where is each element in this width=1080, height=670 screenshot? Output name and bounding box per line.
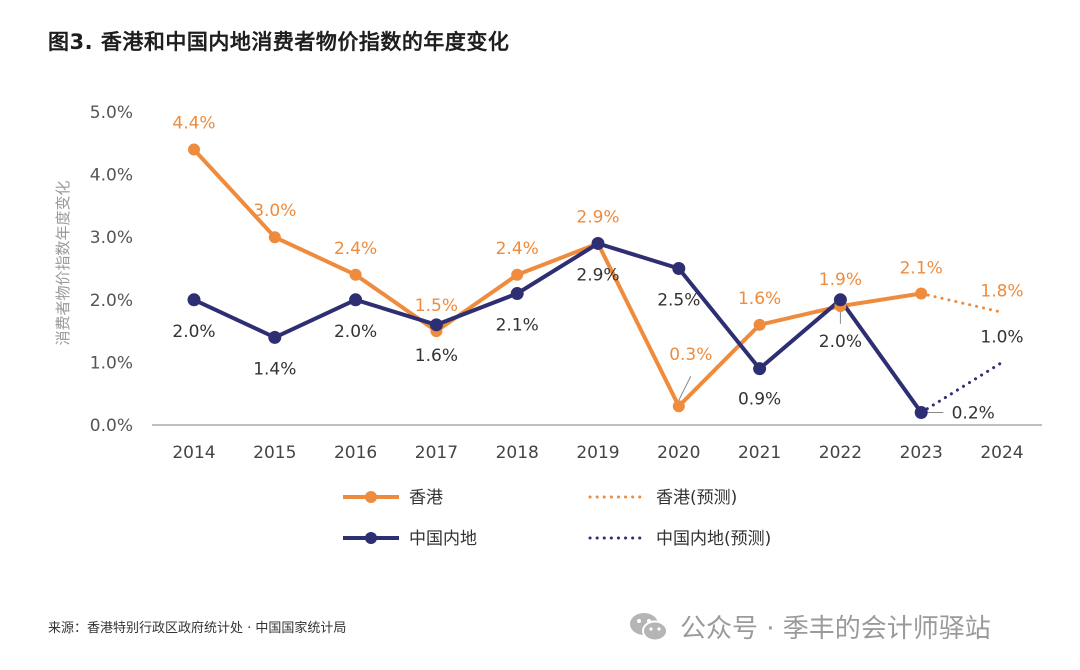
- data-label-hk: 2.4%: [334, 239, 377, 259]
- x-tick-label: 2023: [900, 443, 943, 463]
- x-tick-label: 2020: [657, 443, 700, 463]
- data-label-hk: 2.9%: [576, 207, 619, 227]
- legend-marker: [365, 491, 377, 503]
- data-point-hk: [349, 268, 362, 281]
- x-tick-label: 2019: [576, 443, 619, 463]
- data-point-cn: [349, 293, 363, 307]
- x-tick-label: 2024: [980, 443, 1023, 463]
- data-point-cn: [591, 236, 605, 250]
- data-label-hk: 1.5%: [415, 296, 458, 316]
- y-tick-label: 0.0%: [90, 416, 133, 436]
- data-label-hk: 2.4%: [496, 239, 539, 259]
- data-label-cn: 1.4%: [253, 359, 296, 379]
- legend-label: 香港(预测): [656, 488, 737, 508]
- x-tick-label: 2021: [738, 443, 781, 463]
- x-tick-label: 2016: [334, 443, 377, 463]
- y-tick-label: 2.0%: [90, 291, 133, 311]
- y-tick-label: 3.0%: [90, 228, 133, 248]
- data-label-hk: 2.1%: [900, 259, 943, 279]
- data-label-cn: 2.0%: [172, 322, 215, 342]
- source-note: 来源：香港特别行政区政府统计处 · 中国国家统计局: [48, 621, 347, 636]
- data-point-cn: [753, 362, 767, 376]
- data-label-cn: 0.9%: [738, 390, 781, 410]
- watermark: 公众号 · 季丰的会计师驿站: [628, 608, 991, 645]
- data-label-hk: 1.6%: [738, 289, 781, 309]
- data-point-hk: [188, 143, 200, 156]
- legend-label: 中国内地(预测): [656, 529, 771, 549]
- data-label-cn: 2.5%: [657, 291, 700, 311]
- data-label-cn: 2.0%: [819, 332, 862, 352]
- data-label-hk: 3.0%: [253, 201, 296, 221]
- data-point-hk: [268, 231, 281, 244]
- data-label-hk: 0.3%: [669, 345, 712, 365]
- series-line-cn: [192, 241, 924, 415]
- data-point-cn: [672, 262, 686, 275]
- forecast-line-hk: [919, 292, 1004, 314]
- data-point-hk: [672, 400, 685, 413]
- y-axis-title: 消费者物价指数年度变化: [54, 180, 72, 345]
- x-tick-label: 2017: [415, 443, 458, 463]
- data-point-cn: [914, 405, 928, 419]
- series-line-hk: [192, 147, 924, 409]
- data-label-hk-forecast: 1.8%: [980, 281, 1023, 301]
- x-tick-label: 2014: [172, 443, 215, 463]
- data-point-cn: [429, 318, 443, 332]
- data-label-hk: 1.9%: [819, 270, 862, 290]
- data-label-cn: 1.6%: [415, 346, 458, 366]
- data-point-hk: [915, 287, 928, 300]
- data-label-cn: 0.2%: [952, 403, 995, 423]
- data-label-cn: 2.9%: [576, 265, 619, 285]
- label-leader-line: [678, 375, 692, 401]
- x-tick-label: 2015: [253, 443, 296, 463]
- wechat-icon: [628, 610, 670, 644]
- forecast-line-cn: [919, 360, 1004, 414]
- chart-title: 图3. 香港和中国内地消费者物价指数的年度变化: [48, 30, 510, 54]
- data-point-cn: [510, 287, 524, 301]
- data-label-hk: 4.4%: [172, 114, 215, 134]
- legend-label: 中国内地: [409, 529, 477, 549]
- data-point-hk: [753, 318, 766, 331]
- data-point-cn: [833, 293, 847, 307]
- y-tick-label: 5.0%: [90, 103, 133, 123]
- legend-label: 香港: [409, 488, 443, 508]
- data-label-cn-forecast: 1.0%: [980, 327, 1023, 347]
- data-label-cn: 2.1%: [496, 316, 539, 336]
- y-tick-label: 4.0%: [90, 166, 133, 186]
- data-point-cn: [187, 293, 201, 307]
- x-tick-label: 2022: [819, 443, 862, 463]
- watermark-text: 公众号 · 季丰的会计师驿站: [680, 614, 991, 644]
- data-point-cn: [268, 330, 282, 344]
- data-point-hk: [511, 268, 524, 281]
- data-label-cn: 2.0%: [334, 322, 377, 342]
- x-tick-label: 2018: [496, 443, 539, 463]
- legend-marker: [365, 532, 377, 544]
- y-tick-label: 1.0%: [90, 353, 133, 373]
- cpi-line-chart: 0.0% 1.0% 2.0% 3.0% 4.0% 5.0% 消费者物价指数年度变化 2014 2…: [54, 103, 1042, 549]
